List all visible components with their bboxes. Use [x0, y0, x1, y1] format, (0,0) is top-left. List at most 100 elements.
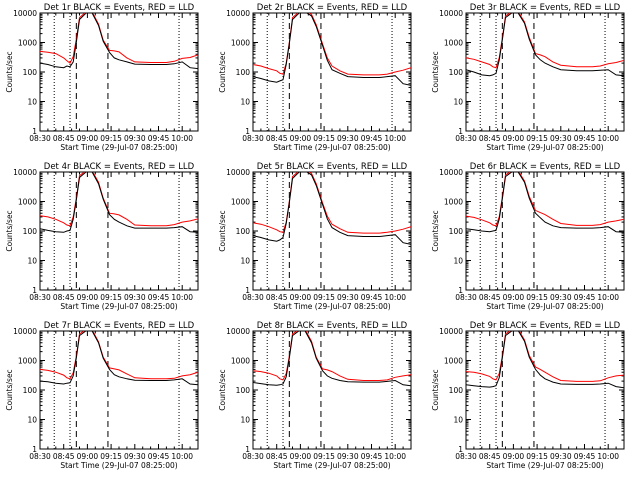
- y-tick-label: 10: [240, 257, 250, 266]
- y-tick-label: 10000: [439, 327, 463, 336]
- x-axis-label: Start Time (29-Jul-07 08:25:00): [60, 302, 177, 311]
- y-tick-label: 1000: [18, 357, 37, 366]
- y-axis-label: Counts/sec: [5, 210, 14, 251]
- x-tick-label: 10:00: [597, 293, 619, 302]
- lld-series-line: [253, 13, 411, 76]
- x-tick-label: 09:30: [124, 134, 146, 143]
- x-tick-label: 09:30: [337, 134, 359, 143]
- x-tick-label: 10:00: [384, 134, 406, 143]
- x-tick-label: 09:00: [503, 293, 525, 302]
- x-tick-label: 08:30: [242, 452, 264, 461]
- plot-frame: [252, 12, 412, 132]
- events-series-line: [40, 172, 198, 233]
- x-tick-label: 08:30: [29, 452, 51, 461]
- y-axis-label: Counts/sec: [431, 369, 440, 410]
- y-tick-label: 100: [449, 386, 464, 395]
- x-tick-label: 09:45: [574, 452, 596, 461]
- y-tick-label: 100: [23, 386, 38, 395]
- y-tick-label: 1000: [231, 198, 250, 207]
- plot-frame: [465, 171, 625, 291]
- x-tick-label: 09:15: [100, 293, 122, 302]
- y-tick-label: 10000: [226, 327, 250, 336]
- x-tick-label: 09:45: [574, 293, 596, 302]
- plot-frame: [252, 171, 412, 291]
- y-axis-label: Counts/sec: [218, 51, 227, 92]
- y-tick-label: 1000: [18, 198, 37, 207]
- x-tick-label: 08:30: [29, 293, 51, 302]
- x-tick-label: 09:30: [124, 293, 146, 302]
- chart-panel-8: Det 8r BLACK = Events, RED = LLD 1 10 100 10…: [218, 321, 412, 470]
- y-tick-label: 1: [458, 445, 463, 454]
- x-tick-label: 09:00: [503, 134, 525, 143]
- y-tick-label: 1: [245, 127, 250, 136]
- x-axis-label: Start Time (29-Jul-07 08:25:00): [486, 143, 603, 152]
- x-tick-label: 09:15: [526, 134, 548, 143]
- y-tick-label: 100: [236, 386, 251, 395]
- y-tick-label: 10000: [13, 168, 37, 177]
- x-tick-label: 10:00: [171, 452, 193, 461]
- y-tick-label: 1000: [444, 357, 463, 366]
- y-tick-label: 10000: [226, 168, 250, 177]
- x-tick-label: 09:30: [337, 293, 359, 302]
- x-tick-label: 10:00: [384, 452, 406, 461]
- x-tick-label: 10:00: [171, 134, 193, 143]
- y-tick-label: 10: [453, 98, 463, 107]
- events-series-line: [40, 13, 198, 70]
- y-tick-label: 1: [458, 127, 463, 136]
- y-tick-label: 10: [240, 98, 250, 107]
- chart-panel-3: Det 3r BLACK = Events, RED = LLD 1 10 100 10…: [431, 3, 625, 152]
- y-tick-label: 1: [32, 445, 37, 454]
- y-tick-label: 10: [453, 416, 463, 425]
- x-tick-label: 10:00: [597, 134, 619, 143]
- x-axis-label: Start Time (29-Jul-07 08:25:00): [273, 461, 390, 470]
- y-tick-label: 10000: [13, 9, 37, 18]
- x-tick-label: 09:15: [526, 293, 548, 302]
- x-tick-label: 09:15: [313, 452, 335, 461]
- x-tick-label: 08:30: [242, 134, 264, 143]
- x-tick-label: 08:45: [479, 293, 501, 302]
- y-axis-label: Counts/sec: [431, 51, 440, 92]
- x-tick-label: 08:45: [479, 452, 501, 461]
- events-series-line: [40, 331, 198, 386]
- plot-frame: [465, 330, 625, 450]
- x-tick-label: 08:45: [266, 452, 288, 461]
- y-tick-label: 10: [240, 416, 250, 425]
- x-tick-label: 09:45: [361, 293, 383, 302]
- x-tick-label: 09:45: [148, 452, 170, 461]
- x-tick-label: 09:00: [77, 134, 99, 143]
- chart-title: Det 1r BLACK = Events, RED = LLD: [44, 3, 195, 13]
- y-tick-label: 10: [453, 257, 463, 266]
- x-tick-label: 08:45: [53, 293, 75, 302]
- x-tick-label: 08:30: [242, 293, 264, 302]
- x-axis-label: Start Time (29-Jul-07 08:25:00): [60, 461, 177, 470]
- lld-series-line: [466, 331, 624, 382]
- x-tick-label: 10:00: [597, 452, 619, 461]
- events-series-line: [253, 331, 411, 387]
- plot-frame: [39, 330, 199, 450]
- chart-title: Det 4r BLACK = Events, RED = LLD: [44, 162, 195, 172]
- x-axis-label: Start Time (29-Jul-07 08:25:00): [60, 143, 177, 152]
- x-tick-label: 09:00: [290, 452, 312, 461]
- x-tick-label: 09:00: [290, 134, 312, 143]
- x-tick-label: 09:30: [337, 452, 359, 461]
- events-series-line: [466, 172, 624, 233]
- lld-series-line: [40, 331, 198, 380]
- y-tick-label: 1: [32, 286, 37, 295]
- y-tick-label: 1: [245, 286, 250, 295]
- chart-panel-4: Det 4r BLACK = Events, RED = LLD 1 10 100 10…: [5, 162, 199, 311]
- x-tick-label: 09:30: [550, 293, 572, 302]
- y-tick-label: 1000: [231, 39, 250, 48]
- chart-panel-7: Det 7r BLACK = Events, RED = LLD 1 10 100 10…: [5, 321, 199, 470]
- chart-panel-1: Det 1r BLACK = Events, RED = LLD 1 10 100 10…: [5, 3, 199, 152]
- y-tick-label: 100: [23, 227, 38, 236]
- x-tick-label: 09:00: [290, 293, 312, 302]
- events-series-line: [466, 331, 624, 389]
- chart-title: Det 2r BLACK = Events, RED = LLD: [257, 3, 408, 13]
- plot-frame: [465, 12, 625, 132]
- x-tick-label: 08:30: [455, 452, 477, 461]
- x-tick-label: 10:00: [384, 293, 406, 302]
- chart-title: Det 6r BLACK = Events, RED = LLD: [470, 162, 621, 172]
- y-tick-label: 10000: [226, 9, 250, 18]
- x-tick-label: 09:45: [574, 134, 596, 143]
